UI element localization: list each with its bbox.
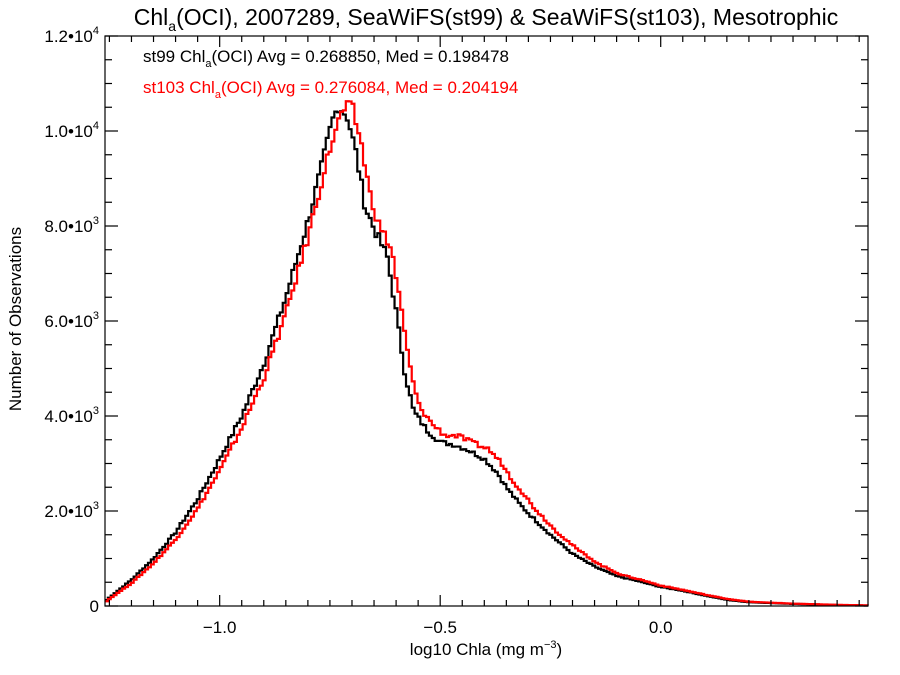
- tick-labels: −1.0 −0.5 0.0 0 2.0•103 4.0•103 6.0•103 8.0•103…: [44, 25, 672, 637]
- y-tick-label: 6.0•103: [44, 310, 99, 331]
- y-axis-label: Number of Observations: [6, 227, 25, 411]
- x-axis-label-main: log10 Chla (mg m: [410, 640, 544, 659]
- plot-area: −1.0 −0.5 0.0 0 2.0•103 4.0•103 6.0•103 8.0•103…: [44, 25, 869, 637]
- histogram-series-1: [105, 100, 869, 607]
- y-tick-label: 1.0•104: [44, 120, 99, 141]
- y-tick-label: 0: [90, 597, 99, 616]
- series-layer: [105, 100, 869, 607]
- tick-marks: [105, 35, 868, 607]
- stats-legend: st99 Chla(OCI) Avg = 0.268850, Med = 0.1…: [143, 47, 518, 101]
- y-tick-label: 4.0•103: [44, 405, 99, 426]
- chart-title: Chla(OCI), 2007289, SeaWiFS(st99) & SeaW…: [134, 4, 838, 34]
- x-tick-label: −0.5: [423, 618, 457, 637]
- x-axis-label-superscript: −3: [544, 639, 557, 651]
- chart-title-subscript: a: [168, 18, 176, 34]
- y-tick-label: 1.2•104: [44, 25, 99, 46]
- chart-title-main: Chl: [134, 4, 169, 30]
- series-stats-0: st99 Chla(OCI) Avg = 0.268850, Med = 0.1…: [143, 47, 509, 70]
- y-tick-label: 8.0•103: [44, 215, 99, 236]
- x-axis-label: log10 Chla (mg m−3): [410, 639, 562, 659]
- y-tick-label: 2.0•103: [44, 500, 99, 521]
- histogram-series-0: [105, 110, 869, 607]
- series-stats-1: st103 Chla(OCI) Avg = 0.276084, Med = 0.…: [143, 78, 518, 101]
- x-axis-label-end: ): [557, 640, 563, 659]
- x-tick-label: −1.0: [203, 618, 237, 637]
- chart-title-rest: (OCI), 2007289, SeaWiFS(st99) & SeaWiFS(…: [176, 4, 838, 30]
- x-tick-label: 0.0: [649, 618, 673, 637]
- plot-frame: [104, 35, 869, 607]
